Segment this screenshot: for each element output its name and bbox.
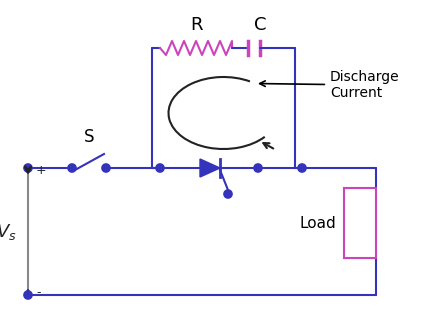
Circle shape [68, 164, 76, 172]
Circle shape [102, 164, 110, 172]
Circle shape [24, 164, 32, 172]
Circle shape [298, 164, 306, 172]
Text: $V_s$: $V_s$ [0, 222, 16, 242]
Circle shape [254, 164, 262, 172]
Circle shape [156, 164, 164, 172]
Text: S: S [84, 128, 94, 146]
Circle shape [24, 291, 32, 299]
Circle shape [224, 190, 232, 198]
Text: -: - [36, 287, 40, 300]
Text: Discharge
Current: Discharge Current [260, 70, 400, 100]
Polygon shape [200, 159, 220, 177]
Text: +: + [36, 164, 46, 177]
Text: R: R [190, 16, 202, 34]
Text: Load: Load [299, 216, 336, 230]
Bar [344, 188, 376, 258]
Text: C: C [254, 16, 266, 34]
